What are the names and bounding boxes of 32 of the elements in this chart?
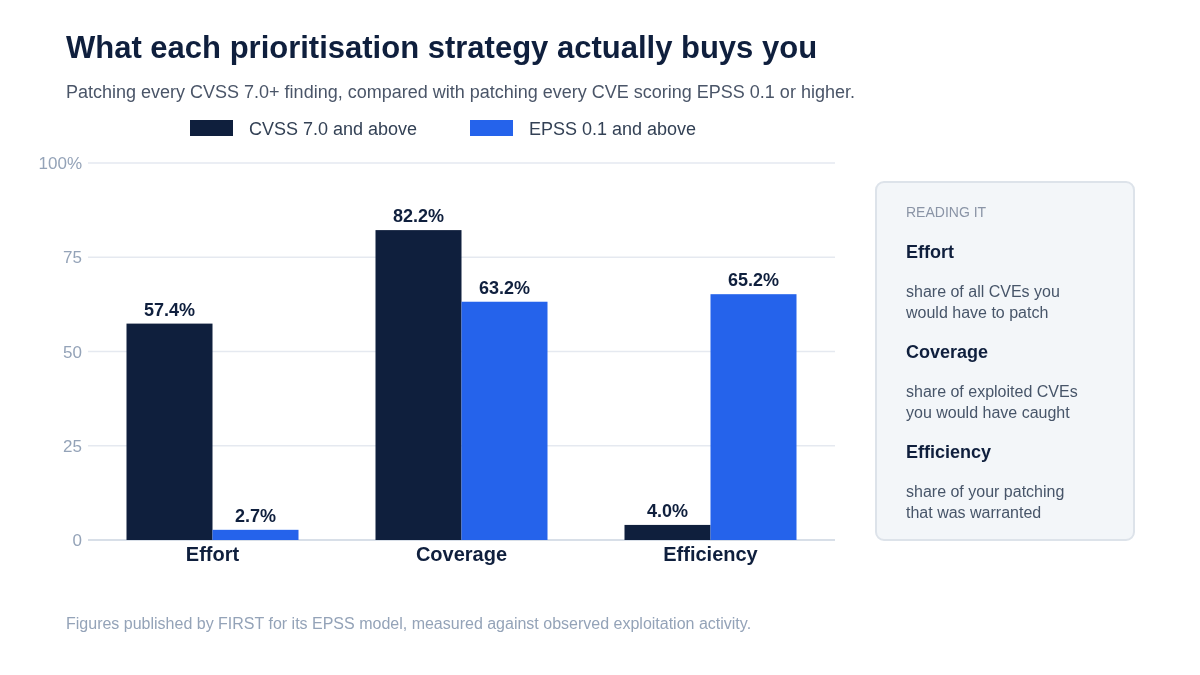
y-tick-label: 25: [63, 436, 82, 456]
data-label: 2.7%: [234, 505, 277, 526]
text: Efficiency: [906, 442, 992, 462]
text: Effort: [906, 242, 954, 262]
bar: [126, 323, 213, 540]
y-tick-label: 75: [63, 248, 82, 268]
chart-subtitle: Patching every CVSS 7.0+ finding, compared with patching every CVE scoring EPSS 0.1 or higher.: [66, 82, 855, 102]
y-tick-label: 100%: [38, 154, 82, 173]
bar: [461, 301, 548, 540]
text: share of all CVEs you would have to patch: [905, 283, 1060, 321]
legend-label: EPSS 0.1 and above: [529, 119, 697, 139]
bar: [212, 529, 299, 540]
text: Figures published by FIRST for its EPSS model, measured against observed exploitation activity.: [66, 615, 752, 632]
data-label: 63.2%: [478, 277, 531, 298]
x-tick-label: Coverage: [415, 543, 508, 565]
legend-label: CVSS 7.0 and above: [249, 119, 418, 139]
chart-title: What each prioritisation strategy actually buys you: [66, 30, 818, 65]
bar: [624, 524, 711, 540]
x-tick-label: Efficiency: [663, 543, 759, 565]
y-tick-label: 0: [72, 531, 82, 550]
y-tick-label: 50: [63, 342, 82, 362]
bar: [710, 294, 797, 540]
data-label: 57.4%: [143, 299, 196, 320]
text: READING IT: [906, 204, 987, 220]
text: share of exploited CVEs you would have caught: [906, 383, 1078, 421]
data-label: 65.2%: [727, 270, 780, 291]
data-label: 82.2%: [392, 206, 445, 227]
bar: [375, 230, 462, 540]
text: share of your patching that was warranted: [906, 483, 1065, 521]
x-tick-label: Effort: [185, 543, 240, 565]
text: Coverage: [906, 342, 989, 362]
data-label: 4.0%: [646, 500, 689, 521]
